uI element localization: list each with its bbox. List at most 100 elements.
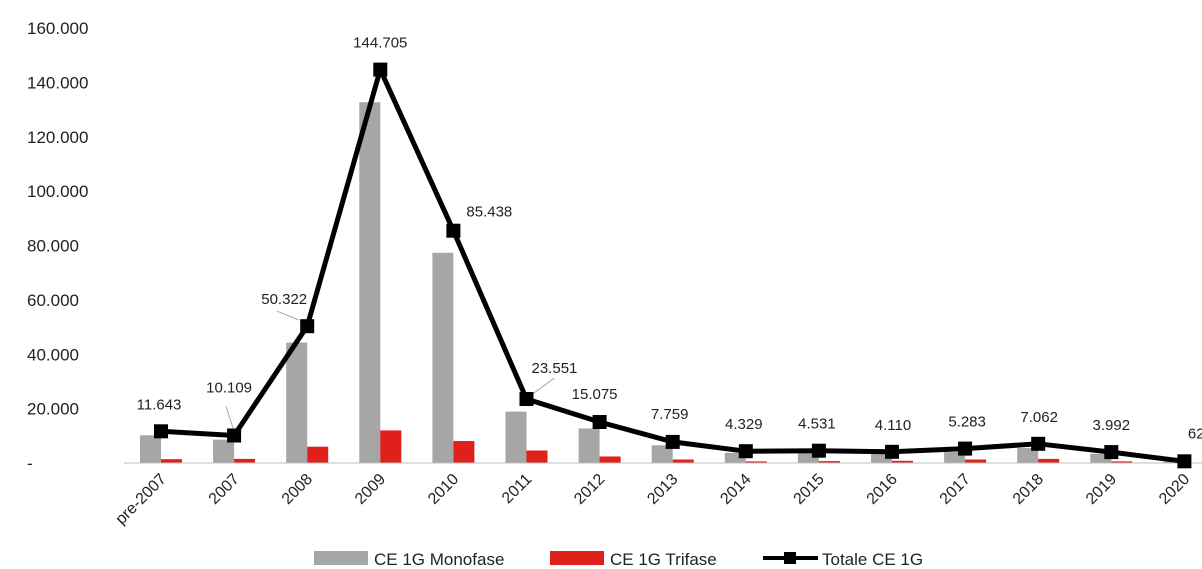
x-axis-labels: pre-2007 2007 2008 2009 2010 2011 2012 2013 2014… bbox=[113, 471, 1194, 528]
x-tick-label: 2012 bbox=[571, 471, 608, 508]
y-axis-labels: - 20.000 40.000 60.000 80.000 100.000 120.000 1… bbox=[27, 19, 88, 473]
total-data-label: 627 bbox=[1188, 425, 1202, 442]
bar-monofase bbox=[944, 452, 966, 463]
total-data-label: 10.109 bbox=[206, 380, 252, 397]
bar-monofase bbox=[1017, 448, 1039, 463]
total-marker bbox=[885, 444, 899, 459]
bar-monofase bbox=[359, 102, 381, 463]
data-labels: 11.643 10.109 50.322 144.705 85.438 23.551 15.… bbox=[137, 35, 1202, 443]
total-data-label: 144.705 bbox=[353, 35, 407, 52]
y-tick-label: 20.000 bbox=[27, 400, 79, 419]
x-tick-label: 2017 bbox=[937, 471, 974, 508]
total-marker bbox=[1177, 454, 1192, 469]
bar-trifase bbox=[818, 461, 840, 463]
x-tick-label: 2009 bbox=[352, 471, 389, 508]
legend-label-total: Totale CE 1G bbox=[822, 550, 923, 569]
bar-monofase bbox=[797, 452, 819, 463]
total-data-label: 7.062 bbox=[1020, 409, 1058, 426]
y-tick-label: 40.000 bbox=[27, 345, 79, 364]
total-marker bbox=[592, 415, 607, 429]
total-marker bbox=[227, 428, 242, 443]
legend-swatch-monofase bbox=[314, 551, 368, 565]
legend-swatch-total-marker bbox=[784, 552, 796, 564]
total-marker bbox=[373, 62, 388, 77]
total-series-line bbox=[160, 67, 1185, 464]
bar-trifase bbox=[234, 458, 256, 463]
x-tick-label: 2010 bbox=[425, 471, 462, 508]
bar-trifase bbox=[965, 459, 987, 463]
bar-trifase bbox=[672, 459, 694, 463]
bar-monofase bbox=[871, 454, 892, 463]
x-tick-label: 2019 bbox=[1083, 471, 1120, 508]
x-tick-label: 2018 bbox=[1010, 471, 1047, 508]
total-marker bbox=[154, 424, 168, 439]
y-tick-label: 80.000 bbox=[27, 237, 79, 256]
bar-trifase bbox=[380, 430, 402, 463]
legend-label-monofase: CE 1G Monofase bbox=[374, 550, 504, 569]
total-data-label: 4.110 bbox=[875, 417, 911, 434]
total-marker bbox=[738, 444, 753, 459]
bar-trifase bbox=[892, 460, 913, 463]
x-tick-label: 2014 bbox=[717, 471, 754, 508]
y-tick-label: 100.000 bbox=[27, 182, 88, 201]
bar-monofase bbox=[1090, 453, 1112, 463]
total-marker bbox=[811, 443, 826, 458]
total-marker bbox=[519, 392, 534, 406]
total-data-label: 7.759 bbox=[651, 406, 689, 423]
total-data-label: 23.551 bbox=[532, 360, 578, 377]
bar-monofase bbox=[724, 452, 746, 463]
total-marker bbox=[665, 434, 680, 449]
x-tick-label: 2008 bbox=[279, 471, 316, 508]
total-data-label: 5.283 bbox=[948, 414, 986, 431]
total-data-label: 85.438 bbox=[466, 204, 512, 221]
x-tick-label: 2013 bbox=[644, 471, 681, 508]
bar-trifase bbox=[599, 456, 621, 463]
total-marker bbox=[300, 319, 315, 334]
bar-trifase bbox=[1038, 458, 1060, 463]
x-tick-label: 2007 bbox=[206, 471, 243, 508]
total-line bbox=[154, 62, 1192, 469]
bar-monofase bbox=[578, 428, 600, 463]
bar-trifase bbox=[1111, 461, 1133, 463]
total-marker bbox=[958, 441, 973, 456]
legend-label-trifase: CE 1G Trifase bbox=[610, 550, 717, 569]
y-tick-label: 140.000 bbox=[27, 73, 88, 92]
bar-trifase bbox=[453, 441, 475, 463]
leader-line bbox=[277, 310, 300, 321]
bar-monofase bbox=[505, 411, 527, 463]
y-tick-label: 60.000 bbox=[27, 291, 79, 310]
total-data-label: 4.329 bbox=[725, 416, 763, 433]
bar-monofase bbox=[213, 439, 235, 463]
legend: CE 1G Monofase CE 1G Trifase Totale CE 1… bbox=[314, 550, 923, 569]
total-data-label: 4.531 bbox=[798, 416, 836, 433]
x-tick-label: 2016 bbox=[864, 471, 901, 508]
y-tick-label: - bbox=[27, 454, 33, 473]
total-marker bbox=[1031, 436, 1046, 451]
bar-monofase bbox=[432, 252, 454, 463]
bar-trifase bbox=[161, 459, 182, 463]
total-marker bbox=[446, 223, 461, 238]
bar-monofase bbox=[286, 342, 308, 463]
bar-monofase bbox=[140, 435, 161, 463]
total-data-label: 50.322 bbox=[261, 291, 307, 308]
leader-lines bbox=[225, 310, 555, 429]
x-tick-label: 2015 bbox=[791, 471, 828, 508]
bar-trifase bbox=[526, 450, 548, 463]
x-tick-label: 2011 bbox=[499, 471, 535, 507]
total-data-label: 15.075 bbox=[572, 386, 618, 403]
legend-swatch-trifase bbox=[550, 551, 604, 565]
x-tick-label: pre-2007 bbox=[113, 471, 170, 528]
leader-line bbox=[532, 377, 555, 395]
leader-line bbox=[225, 406, 234, 429]
bar-monofase bbox=[651, 445, 673, 463]
bar-trifase bbox=[307, 446, 329, 463]
x-tick-label: 2020 bbox=[1156, 471, 1193, 508]
y-tick-label: 160.000 bbox=[27, 19, 88, 38]
bars bbox=[140, 102, 1202, 463]
bar-trifase bbox=[745, 461, 767, 463]
total-data-label: 3.992 bbox=[1093, 417, 1131, 434]
y-tick-label: 120.000 bbox=[27, 128, 88, 147]
total-marker bbox=[1104, 445, 1119, 460]
total-data-label: 11.643 bbox=[137, 396, 182, 413]
